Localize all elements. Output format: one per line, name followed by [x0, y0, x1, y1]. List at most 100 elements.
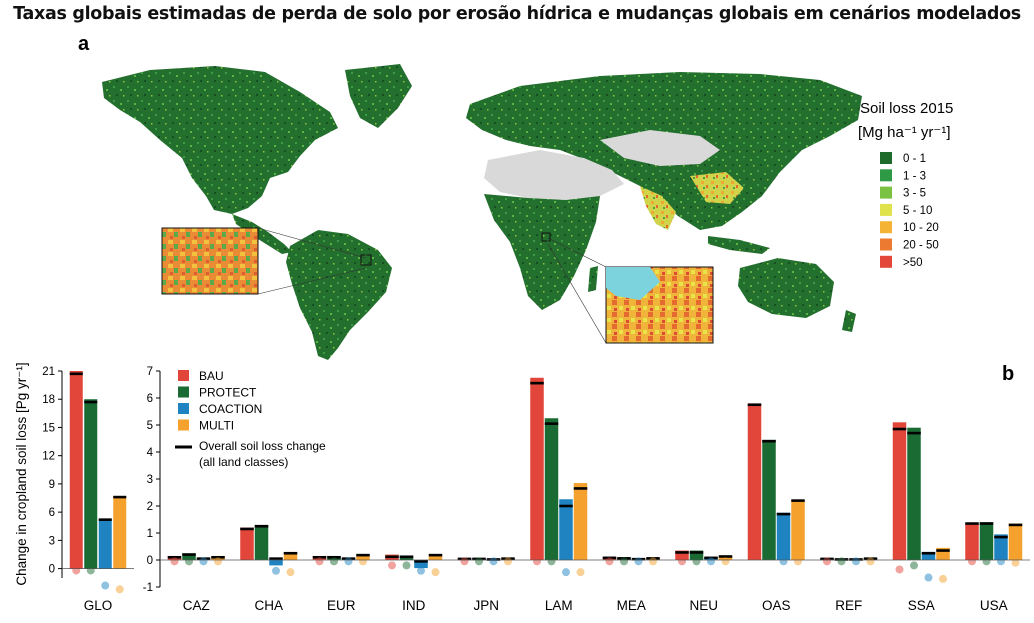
dot-marker	[924, 573, 933, 582]
bar-legend-label: MULTI	[199, 419, 234, 433]
map-inset-south-america	[161, 227, 372, 295]
y-tick-label: 3	[147, 474, 153, 486]
bar-protect	[907, 427, 921, 560]
bar-legend-swatch	[178, 386, 189, 398]
y-tick-label: 15	[42, 422, 55, 434]
y-tick-label: 9	[49, 479, 55, 491]
dot-marker	[101, 581, 110, 590]
dot-marker	[72, 566, 81, 575]
overall-legend: Overall soil loss change (all land class…	[175, 439, 326, 469]
dot-marker	[214, 557, 222, 566]
dot-marker	[199, 557, 208, 566]
bar-legend-swatch	[178, 419, 189, 431]
y-tick-label: 5	[147, 420, 153, 432]
dot-marker	[359, 557, 367, 566]
dot-marker	[779, 557, 788, 566]
bar-legend-label: BAU	[199, 369, 224, 383]
bar-legend-swatch	[178, 403, 189, 414]
dot-marker	[750, 549, 759, 558]
bar-multi	[573, 483, 588, 560]
dot-marker	[765, 550, 773, 559]
y-tick-label: 3	[49, 535, 55, 547]
map-legend-label: 5 - 10	[903, 205, 932, 217]
dot-marker	[605, 557, 614, 566]
dot-marker	[576, 568, 585, 577]
dot-marker	[678, 557, 686, 566]
x-tick-label: CHA	[254, 598, 283, 613]
dot-marker	[475, 557, 483, 566]
map-legend-swatch	[880, 238, 892, 251]
x-tick-label: GLO	[84, 598, 113, 613]
dot-marker	[257, 549, 266, 558]
map-no-data-sahara	[484, 150, 624, 200]
dot-marker	[272, 566, 280, 575]
dot-marker	[86, 566, 95, 575]
bar-bau	[675, 550, 689, 560]
dot-marker	[794, 557, 802, 566]
map-legend-swatch	[880, 186, 892, 199]
map-legend-swatch	[880, 203, 892, 216]
map-inset-africa	[541, 232, 714, 344]
dot-marker	[968, 557, 976, 566]
bar-protect	[762, 439, 776, 560]
dot-marker	[649, 557, 657, 566]
map-legend-title: Soil loss 2015	[860, 100, 953, 117]
x-tick-label: REF	[835, 598, 862, 613]
dot-marker	[330, 557, 338, 566]
bar-multi	[791, 500, 805, 560]
map-legend-swatch	[880, 255, 892, 268]
bar-multi	[1008, 523, 1023, 560]
dot-marker	[170, 557, 179, 566]
map-africa	[484, 194, 600, 310]
bar-legend-label: COACTION	[199, 402, 262, 416]
map-greenland	[345, 64, 412, 128]
x-tick-label: MEA	[617, 598, 646, 613]
dot-marker	[460, 557, 469, 566]
x-tick-label: USA	[980, 598, 1008, 613]
dot-marker	[910, 561, 918, 570]
map-madagascar	[588, 266, 598, 292]
bar-protect	[689, 550, 704, 560]
x-tick-label: JPN	[473, 598, 499, 613]
x-tick-label: IND	[402, 598, 426, 613]
bar-bau	[530, 377, 544, 560]
bar-bau	[69, 371, 83, 569]
dot-marker	[852, 557, 860, 566]
y-tick-label: 4	[147, 447, 154, 459]
map-legend-label: 10 - 20	[903, 222, 939, 234]
bar-multi	[113, 496, 127, 569]
bar-coaction	[994, 534, 1008, 560]
y-tick-label: 0	[147, 555, 153, 567]
bar-coaction	[98, 518, 112, 569]
x-tick-label: CAZ	[183, 598, 210, 613]
dot-marker	[315, 557, 324, 566]
y-axis-title: Change in cropland soil loss [Pg yr⁻¹]	[14, 362, 29, 585]
dot-marker	[634, 557, 643, 566]
dot-marker	[1011, 558, 1020, 567]
x-tick-label: SSA	[908, 598, 935, 613]
bar-protect	[182, 553, 196, 560]
dot-marker	[504, 557, 512, 566]
panel-b-label: b	[1002, 363, 1014, 385]
bar-protect	[84, 399, 98, 569]
map-legend-unit: [Mg ha⁻¹ yr⁻¹]	[858, 124, 951, 141]
x-tick-label: LAM	[545, 598, 573, 613]
y-tick-label: 6	[147, 393, 153, 405]
dot-marker	[431, 568, 440, 577]
map-central-america	[232, 214, 292, 254]
map-legend-label: 1 - 3	[903, 170, 926, 182]
y-tick-label: -1	[143, 582, 153, 594]
map-indonesia	[708, 236, 770, 254]
map-legend-label: 3 - 5	[903, 188, 926, 200]
map-legend-label: >50	[903, 257, 923, 269]
overall-legend-label: Overall soil loss change	[199, 439, 326, 453]
chart-global: 0 3 6 9 12 15 18 21 GLO	[42, 366, 134, 613]
x-tick-label: EUR	[327, 598, 356, 613]
dot-marker	[707, 557, 715, 566]
dot-marker	[692, 557, 701, 566]
chart-regional: -1 0 1 2 3 4 5 6 7 CAZ CHA EUR IND JPN LAM MEA NEU OAS REF…	[143, 366, 1030, 613]
dot-marker	[547, 557, 556, 566]
map-india	[640, 186, 676, 230]
map-legend-swatch	[880, 169, 892, 182]
